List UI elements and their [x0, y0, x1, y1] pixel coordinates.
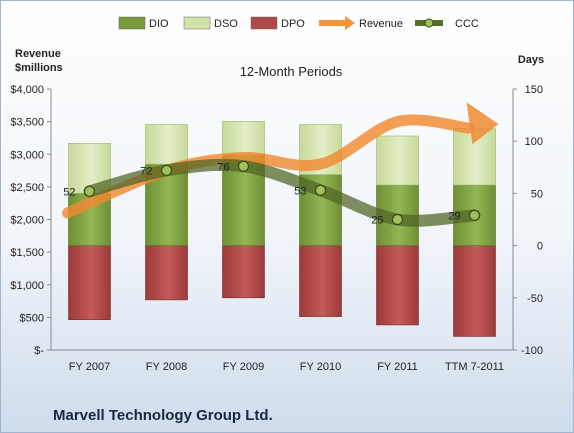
bar-dso — [376, 135, 419, 186]
bar-dpo — [145, 245, 188, 301]
legend-swatch-dpo — [250, 16, 278, 30]
x-tick-label: FY 2009 — [223, 361, 264, 373]
left-tick-label: $4,000 — [10, 84, 44, 96]
revenue-series — [62, 102, 499, 219]
right-tick-label: 150 — [525, 84, 543, 96]
left-tick-label: $2,000 — [10, 215, 44, 227]
right-tick-label: 0 — [537, 241, 543, 253]
company-name: Marvell Technology Group Ltd. — [53, 407, 273, 424]
legend-arrowhead-revenue — [345, 16, 355, 30]
x-tick-label: FY 2011 — [377, 361, 418, 373]
left-tick-label: $3,000 — [10, 149, 44, 161]
right-tick-label: 100 — [525, 136, 543, 148]
legend-label: DPO — [281, 18, 305, 30]
left-axis-title: Revenue $millions — [15, 48, 64, 74]
bar-dso — [222, 121, 265, 156]
ccc-point — [391, 213, 404, 226]
revenue-arrowhead — [466, 102, 499, 145]
ccc-data-label: 72 — [140, 165, 152, 177]
ccc-data-label: 52 — [63, 186, 75, 198]
ccc-point — [314, 184, 327, 196]
left-tick-label: $2,500 — [10, 182, 44, 194]
left-tick-label: $1,000 — [10, 280, 44, 292]
ccc-series: 52 72 76 53 25 29 — [63, 158, 481, 227]
left-tick-label: $500 — [20, 312, 44, 324]
ccc-data-label: 53 — [294, 185, 306, 197]
x-tick-label: TTM 7-2011 — [445, 361, 504, 373]
legend-swatch-dio — [118, 16, 146, 30]
legend-label: DIO — [149, 18, 169, 30]
legend: DIO DSO DPO Revenue CCC — [118, 16, 479, 30]
legend-marker-ccc — [424, 18, 434, 28]
right-tick-label: -100 — [521, 345, 543, 357]
ccc-point — [160, 164, 173, 177]
chart-title: 12-Month Periods — [240, 64, 343, 79]
left-tick-label: $- — [34, 345, 44, 357]
ccc-data-label: 25 — [371, 215, 383, 227]
bars — [68, 121, 496, 337]
ccc-point — [468, 209, 481, 221]
left-axis-title-line-2: $millions — [15, 62, 63, 74]
bar-dpo — [68, 245, 111, 321]
ccc-data-label: 29 — [448, 210, 460, 222]
ccc-point — [237, 160, 250, 172]
legend-label: CCC — [455, 18, 479, 30]
right-tick-label: -50 — [527, 293, 543, 305]
bar-dpo — [222, 245, 265, 299]
ccc-point — [83, 185, 96, 197]
bar-dpo — [299, 245, 342, 317]
left-tick-label: $3,500 — [10, 117, 44, 129]
bar-dso — [145, 124, 188, 165]
x-tick-label: FY 2008 — [146, 361, 187, 373]
x-tick-labels: FY 2007 FY 2008 FY 2009 FY 2010 FY 2011 TTM 7… — [69, 361, 504, 373]
left-axis-title-line-1: Revenue — [15, 48, 61, 60]
bar-dpo — [453, 245, 496, 337]
x-tick-label: FY 2010 — [300, 361, 341, 373]
left-tick-label: $1,500 — [10, 247, 44, 259]
right-tick-label: 50 — [531, 188, 543, 200]
legend-label: Revenue — [359, 18, 403, 30]
bar-dpo — [376, 245, 419, 326]
axes: $- $500 $1,000 $1,500 $2,000 $2,500 $3,000 $3,5… — [10, 84, 543, 357]
legend-swatch-dso — [183, 16, 211, 30]
ccc-data-label: 76 — [217, 161, 229, 173]
right-axis-title: Days — [518, 54, 544, 66]
x-tick-label: FY 2007 — [69, 361, 110, 373]
legend-label: DSO — [214, 18, 238, 30]
